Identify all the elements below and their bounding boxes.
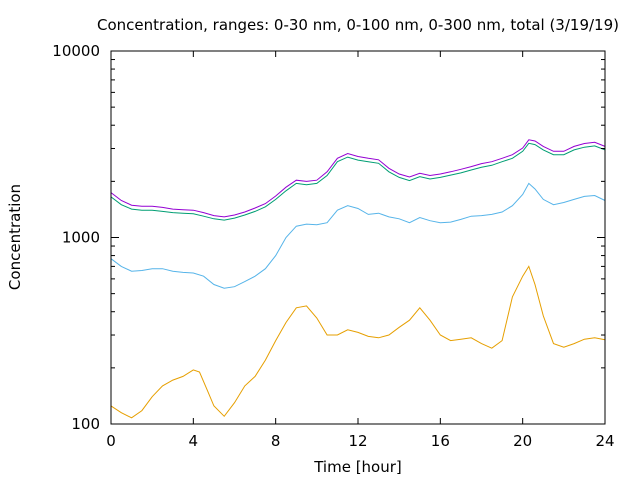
y-tick-label: 10000 bbox=[52, 42, 100, 60]
x-axis-label: Time [hour] bbox=[313, 458, 402, 476]
series-layer bbox=[110, 139, 606, 419]
y-tick-label: 100 bbox=[71, 415, 100, 433]
series-line-3 bbox=[110, 142, 606, 221]
x-tick-label: 20 bbox=[513, 432, 532, 450]
y-tick-label: 1000 bbox=[62, 229, 100, 247]
x-tick-label: 12 bbox=[348, 432, 367, 450]
x-tick-label: 24 bbox=[595, 432, 614, 450]
x-axis: 0 4 8 12 16 20 24 bbox=[106, 51, 615, 450]
y-axis: 100 1000 10000 bbox=[52, 42, 605, 433]
chart-title: Concentration, ranges: 0-30 nm, 0-100 nm… bbox=[97, 16, 619, 34]
x-tick-label: 8 bbox=[271, 432, 281, 450]
x-tick-label: 0 bbox=[106, 432, 116, 450]
x-tick-label: 4 bbox=[189, 432, 199, 450]
series-line-4 bbox=[110, 139, 606, 218]
series-line-1 bbox=[110, 265, 606, 419]
y-axis-label: Concentration bbox=[6, 184, 24, 290]
plot-frame bbox=[110, 50, 606, 425]
x-tick-label: 16 bbox=[431, 432, 450, 450]
series-line-2 bbox=[110, 182, 606, 289]
